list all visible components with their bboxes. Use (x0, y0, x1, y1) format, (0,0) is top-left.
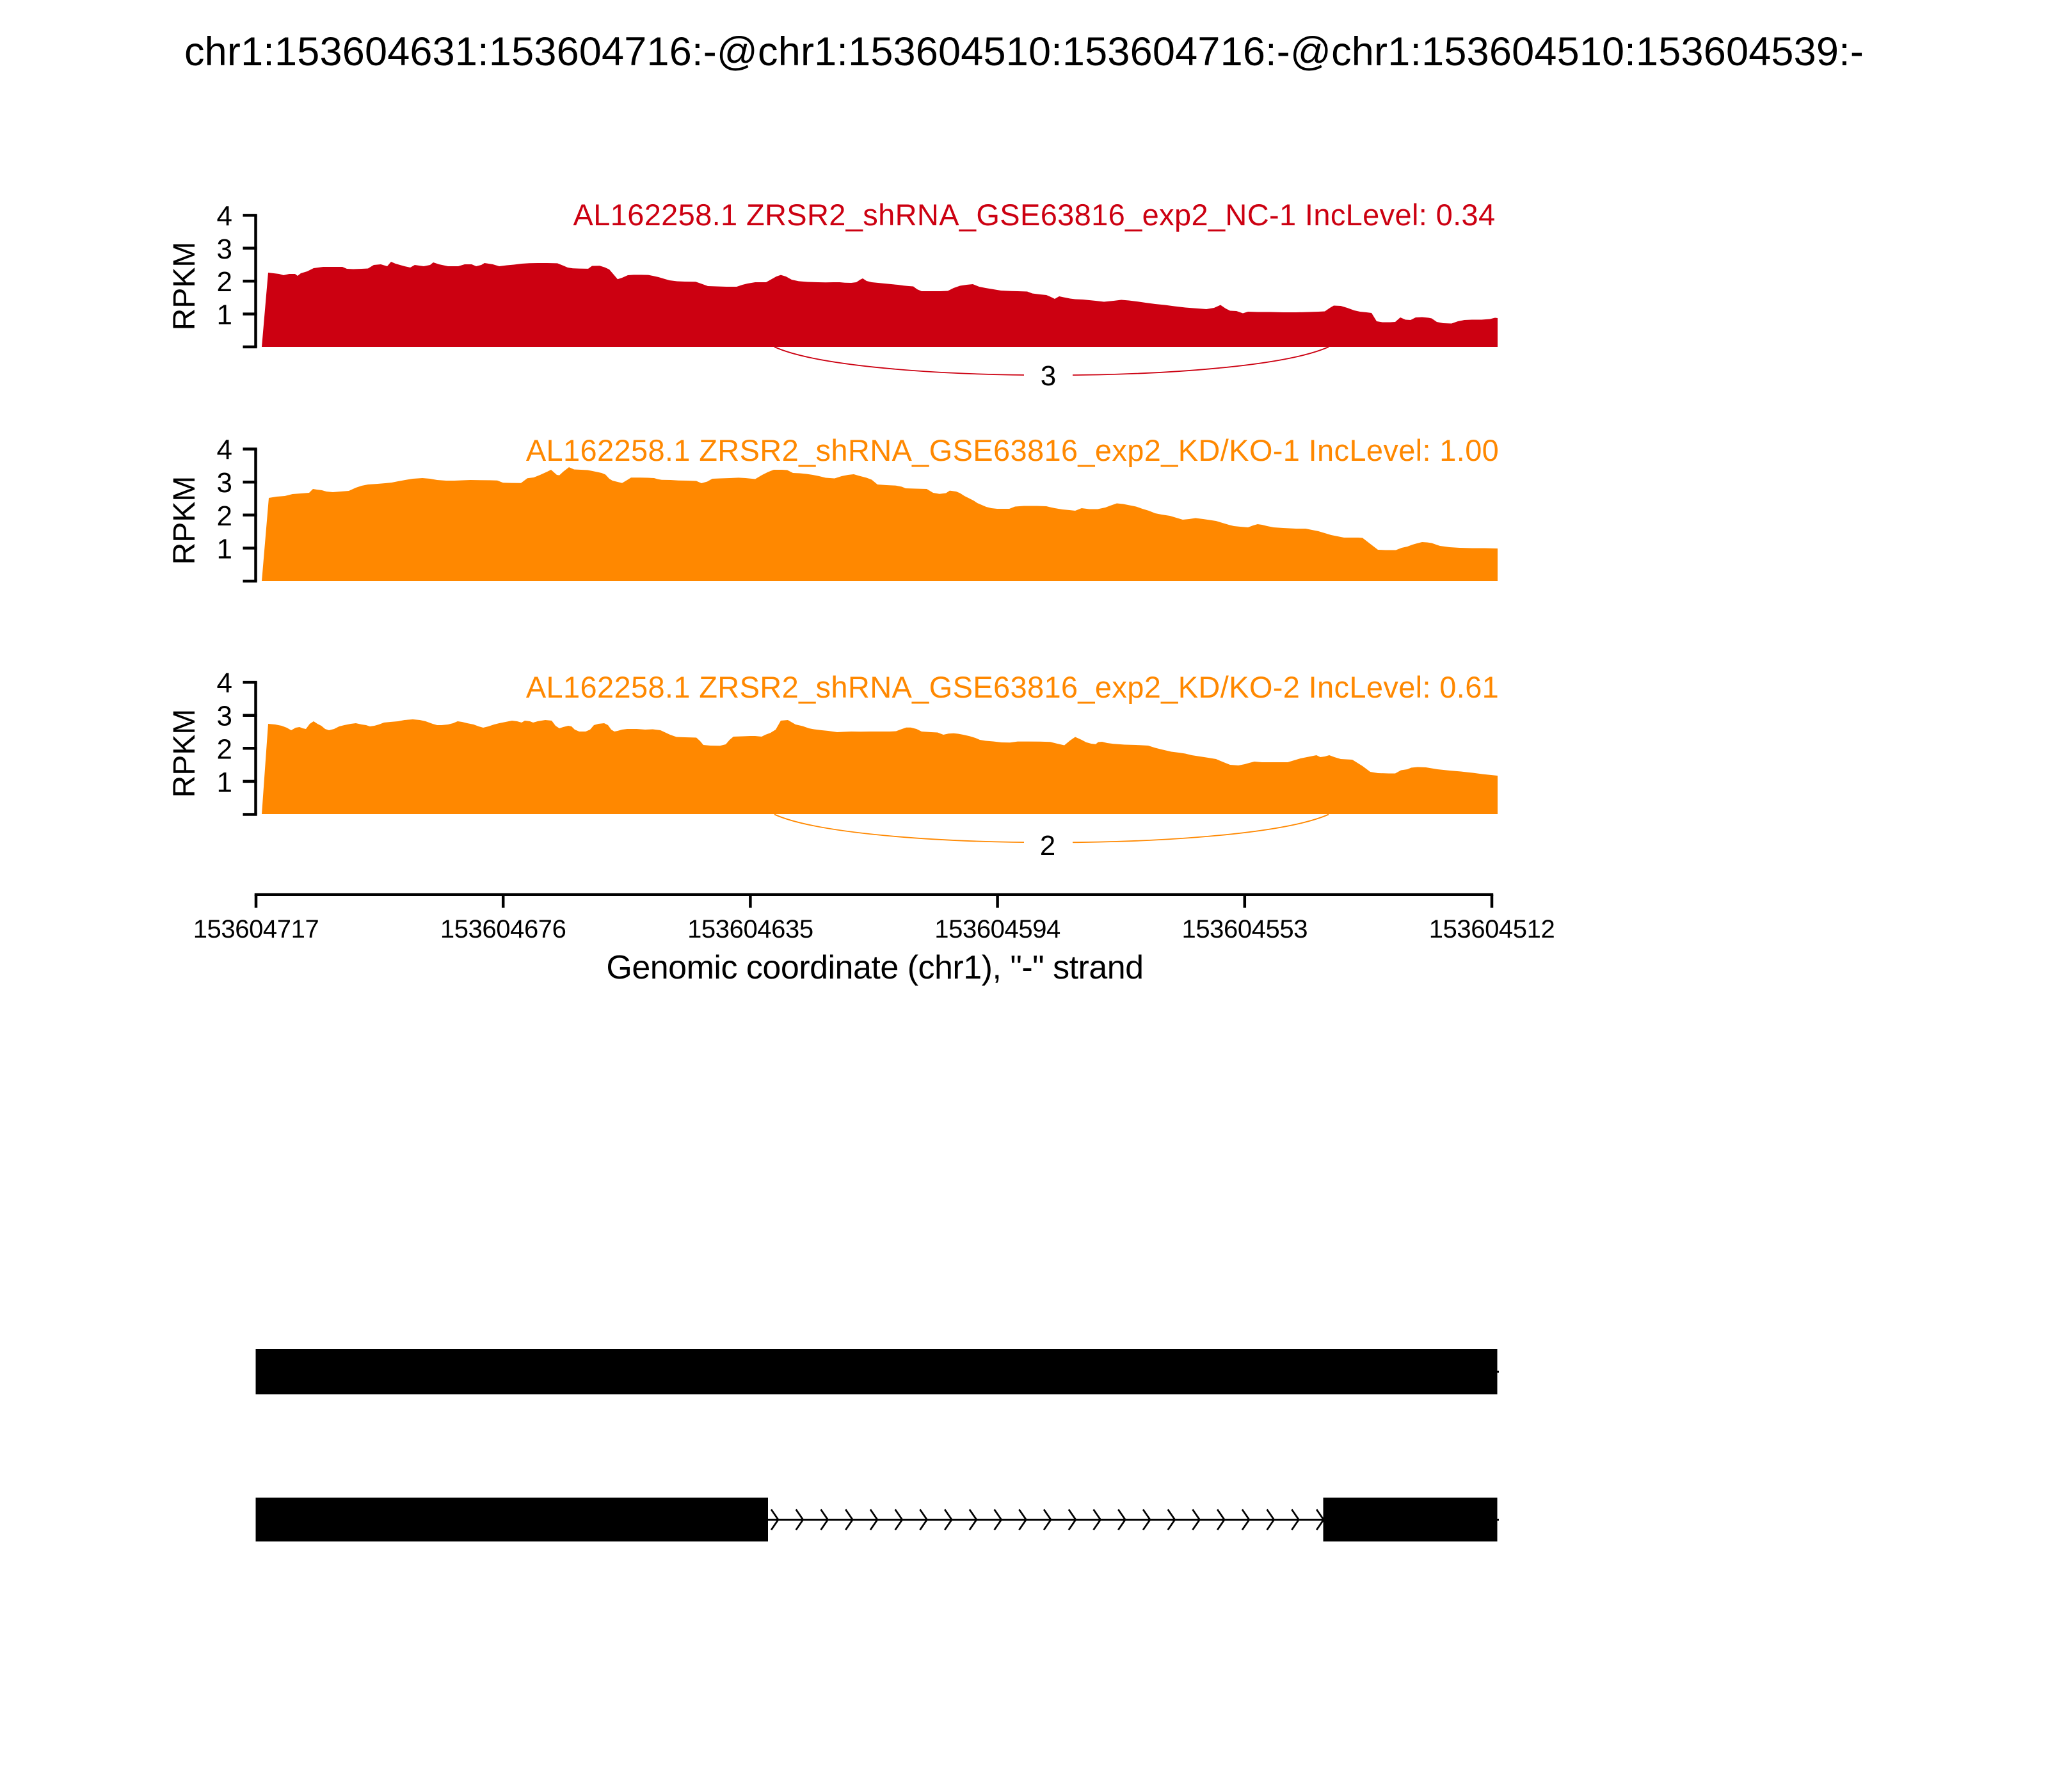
svg-text:2: 2 (217, 500, 232, 532)
svg-text:1: 1 (217, 300, 232, 331)
svg-text:2: 2 (217, 733, 232, 765)
svg-text:1: 1 (217, 533, 232, 564)
svg-text:AL162258.1 ZRSR2_shRNA_GSE6381: AL162258.1 ZRSR2_shRNA_GSE63816_exp2_KD/… (526, 433, 1499, 467)
svg-text:153604512: 153604512 (1429, 915, 1555, 943)
svg-text:3: 3 (217, 701, 232, 732)
svg-text:2: 2 (1040, 830, 1055, 861)
svg-text:AL162258.1 ZRSR2_shRNA_GSE6381: AL162258.1 ZRSR2_shRNA_GSE63816_exp2_KD/… (526, 670, 1499, 704)
svg-text:153604594: 153604594 (934, 915, 1060, 943)
svg-text:chr1:153604631:153604716:-@chr: chr1:153604631:153604716:-@chr1:15360451… (184, 29, 1864, 74)
svg-text:3: 3 (1041, 360, 1056, 392)
svg-text:3: 3 (217, 234, 232, 265)
svg-text:RPKM: RPKM (168, 709, 202, 798)
svg-text:Genomic coordinate (chr1), "-": Genomic coordinate (chr1), "-" strand (606, 949, 1143, 986)
svg-text:RPKM: RPKM (168, 242, 202, 331)
svg-text:153604676: 153604676 (440, 915, 566, 943)
svg-text:2: 2 (217, 266, 232, 298)
svg-text:153604717: 153604717 (193, 915, 319, 943)
svg-text:1: 1 (217, 767, 232, 798)
svg-text:4: 4 (217, 435, 232, 466)
svg-text:4: 4 (217, 668, 232, 699)
svg-text:RPKM: RPKM (168, 476, 202, 565)
svg-text:153604553: 153604553 (1181, 915, 1308, 943)
svg-text:AL162258.1 ZRSR2_shRNA_GSE6381: AL162258.1 ZRSR2_shRNA_GSE63816_exp2_NC-… (573, 198, 1496, 232)
svg-text:4: 4 (217, 200, 232, 232)
svg-text:3: 3 (217, 467, 232, 499)
svg-text:153604635: 153604635 (687, 915, 813, 943)
